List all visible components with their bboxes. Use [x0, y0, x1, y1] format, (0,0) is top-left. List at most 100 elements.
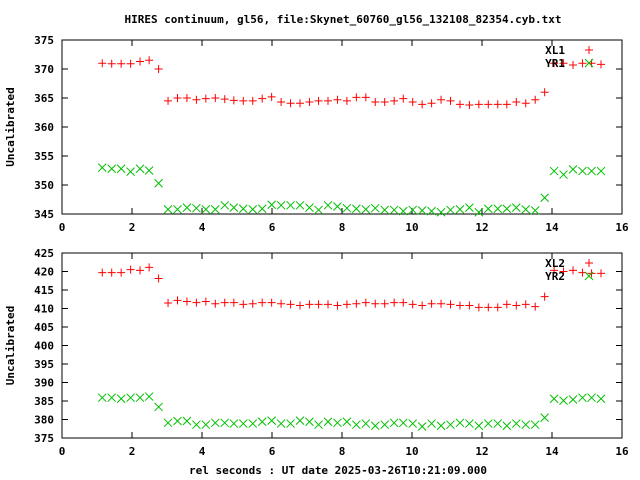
legend-label: XL2 [545, 257, 565, 270]
data-point [173, 205, 182, 214]
x-tick-label: 0 [59, 445, 66, 458]
y-tick-label: 365 [34, 92, 54, 105]
x-tick-label: 12 [475, 445, 488, 458]
x-tick-label: 0 [59, 221, 66, 234]
data-point [126, 265, 135, 274]
legend-label: XL1 [545, 44, 565, 57]
data-point [239, 96, 248, 105]
data-point [324, 96, 332, 105]
y-tick-label: 380 [34, 414, 54, 427]
data-point [210, 418, 220, 428]
data-point [267, 298, 276, 307]
data-point [568, 164, 578, 174]
legend-marker [585, 46, 593, 54]
data-point [117, 59, 126, 68]
data-point [474, 303, 483, 312]
data-point [418, 301, 427, 310]
x-tick-label: 10 [405, 445, 418, 458]
data-point [455, 100, 464, 109]
data-point [559, 396, 568, 405]
data-point [521, 420, 531, 430]
y-axis-label: Uncalibrated [4, 87, 17, 166]
y-tick-label: 390 [34, 377, 54, 390]
data-point [107, 268, 116, 277]
data-point [352, 299, 361, 308]
data-point [474, 100, 483, 109]
data-point [502, 100, 511, 109]
data-point [257, 204, 267, 214]
data-point [258, 298, 267, 307]
data-point [578, 59, 587, 68]
data-point [408, 98, 417, 107]
data-point [398, 206, 408, 216]
data-point [333, 202, 342, 211]
data-point [164, 298, 173, 307]
y-tick-label: 425 [34, 247, 54, 260]
data-point [97, 393, 107, 403]
data-point [342, 300, 351, 309]
data-point [211, 299, 220, 308]
data-point [578, 166, 587, 176]
data-point [305, 417, 314, 427]
data-point [324, 300, 332, 309]
data-point [483, 419, 493, 428]
data-point [455, 301, 464, 310]
data-point [305, 300, 314, 309]
data-point [390, 298, 399, 307]
data-point [295, 200, 305, 210]
data-point [276, 200, 286, 210]
data-point [436, 421, 446, 431]
data-point [417, 422, 427, 431]
data-point [484, 303, 493, 312]
data-point [540, 193, 550, 203]
data-point [107, 164, 117, 174]
data-point [126, 167, 135, 177]
data-point [154, 65, 163, 73]
y-tick-label: 375 [34, 34, 54, 47]
data-point [145, 56, 154, 65]
data-point [531, 95, 540, 104]
data-point [569, 60, 577, 69]
x-tick-label: 2 [129, 221, 136, 234]
data-point [182, 416, 192, 426]
y-tick-label: 370 [34, 63, 54, 76]
data-point [229, 96, 238, 105]
data-point [211, 94, 220, 102]
x-tick-label: 14 [545, 445, 559, 458]
data-point [154, 274, 163, 283]
data-point [305, 98, 314, 107]
data-point [389, 205, 399, 215]
data-point [427, 299, 436, 308]
data-point [201, 205, 211, 214]
data-point [446, 205, 455, 215]
data-point [568, 395, 578, 404]
data-point [220, 418, 230, 428]
data-point [559, 59, 568, 68]
data-point [437, 299, 446, 308]
data-point [267, 92, 276, 101]
data-point [342, 203, 352, 213]
data-point [144, 392, 154, 401]
data-point [126, 393, 135, 403]
data-point [136, 266, 145, 275]
data-point [511, 419, 521, 428]
data-point [107, 393, 117, 403]
data-point [446, 96, 455, 105]
data-point [201, 420, 211, 430]
data-point [267, 200, 277, 210]
data-point [474, 421, 484, 431]
data-point [182, 203, 192, 212]
data-point [323, 200, 333, 210]
data-point [258, 94, 267, 103]
data-point [596, 166, 606, 176]
x-tick-label: 10 [405, 221, 418, 234]
data-point [135, 393, 145, 403]
data-point [597, 60, 605, 69]
data-point [465, 203, 474, 212]
y-tick-label: 360 [34, 121, 54, 134]
series-xl2 [98, 263, 605, 312]
data-point [521, 205, 531, 214]
data-point [286, 419, 295, 428]
data-point [371, 98, 380, 107]
